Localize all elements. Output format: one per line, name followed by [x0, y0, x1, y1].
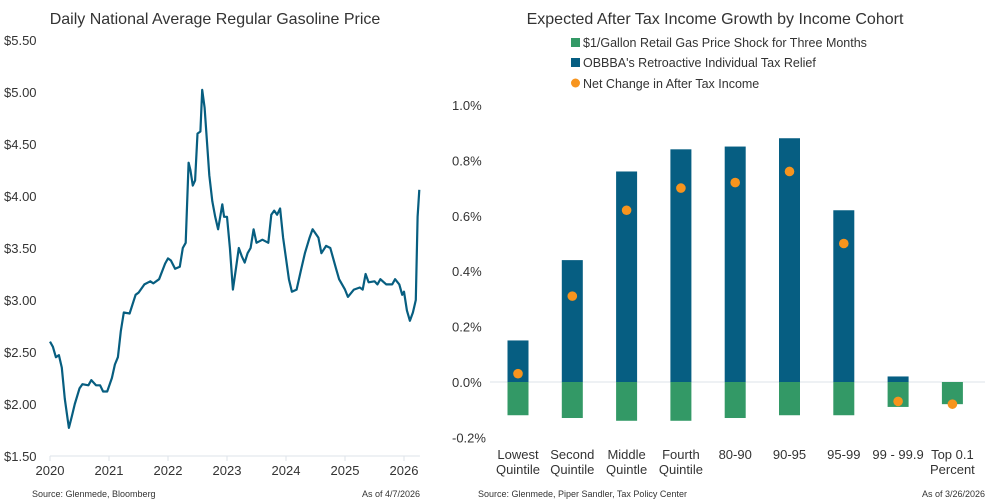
tax-relief-bar	[779, 138, 800, 382]
y-tick-label: $1.50	[4, 449, 37, 464]
gas-shock-bar	[833, 382, 855, 416]
category-label: Quintile	[496, 462, 540, 477]
category-label: Quintle	[606, 462, 647, 477]
y-tick-label: $5.00	[4, 85, 37, 100]
gas-shock-bar	[507, 382, 529, 416]
y-tick-label: $3.00	[4, 293, 37, 308]
gas-shock-bar	[779, 382, 800, 416]
category-label: Second	[550, 447, 594, 462]
net-change-dot	[567, 291, 578, 301]
gas-shock-bar	[724, 382, 746, 419]
left-chart-title: Daily National Average Regular Gasoline …	[50, 11, 381, 28]
y-tick-label: 0.6%	[452, 209, 482, 224]
tax-relief-bar	[833, 210, 855, 382]
x-tick-label: 2026	[390, 463, 419, 478]
legend: $1/Gallon Retail Gas Price Shock for Thr…	[571, 36, 867, 91]
category-label: Middle	[607, 447, 645, 462]
y-tick-label: $4.00	[4, 189, 37, 204]
y-tick-label: $4.50	[4, 137, 37, 152]
net-change-dot	[730, 177, 740, 188]
tax-relief-bar	[507, 340, 529, 382]
legend-label-gas-shock: $1/Gallon Retail Gas Price Shock for Thr…	[583, 36, 867, 50]
net-change-dot	[513, 368, 523, 379]
x-tick-label: 2021	[95, 463, 124, 478]
right-source: Source: Glenmede, Piper Sandler, Tax Pol…	[478, 489, 687, 499]
tax-relief-bar	[616, 171, 638, 382]
category-label: Quintile	[659, 462, 703, 477]
category-label: 90-95	[773, 447, 806, 462]
tax-relief-bar	[670, 149, 692, 382]
gas-price-line	[49, 88, 421, 429]
category-label: Lowest	[497, 447, 539, 462]
net-change-dot	[784, 166, 795, 177]
left-source: Source: Glenmede, Bloomberg	[32, 489, 156, 499]
y-tick-label: 0.8%	[452, 153, 482, 168]
net-change-dot	[676, 183, 686, 193]
tax-relief-bar	[561, 260, 583, 382]
x-tick-label: 2025	[331, 463, 360, 478]
gas-shock-bar	[561, 382, 583, 419]
tax-relief-bar	[887, 376, 909, 382]
y-tick-label: 0.2%	[452, 320, 482, 335]
gas-shock-bar	[670, 382, 692, 421]
net-change-dot	[621, 205, 632, 216]
tax-relief-bar	[724, 146, 746, 382]
x-tick-label: 2023	[213, 463, 242, 478]
x-tick-label: 2024	[272, 463, 301, 478]
legend-swatch-net-change	[571, 78, 580, 88]
category-label: 80-90	[719, 447, 752, 462]
legend-label-net-change: Net Change in After Tax Income	[583, 77, 759, 91]
right-asof: As of 3/26/2026	[922, 489, 985, 499]
category-label: 99 - 99.9	[872, 447, 923, 462]
legend-swatch-tax-relief	[571, 58, 580, 67]
y-tick-label: $2.50	[4, 345, 37, 360]
category-label: Percent	[930, 462, 975, 477]
category-label: Fourth	[662, 447, 700, 462]
gas-shock-bar	[887, 382, 909, 407]
gas-shock-bar	[616, 382, 638, 421]
x-tick-label: 2020	[36, 463, 65, 478]
legend-swatch-gas-shock	[571, 38, 580, 47]
left-asof: As of 4/7/2026	[362, 489, 420, 499]
net-change-dot	[893, 396, 903, 407]
y-tick-label: $3.50	[4, 241, 37, 256]
y-tick-label: 0.0%	[452, 375, 482, 390]
y-tick-label: 0.4%	[452, 264, 482, 279]
category-label: Top 0.1	[931, 447, 974, 462]
net-change-dot	[839, 238, 849, 249]
y-tick-label: $2.00	[4, 397, 37, 412]
y-tick-label: $5.50	[4, 33, 37, 48]
right-chart-title: Expected After Tax Income Growth by Inco…	[527, 11, 904, 28]
y-tick-label: 1.0%	[452, 98, 482, 113]
x-tick-label: 2022	[154, 463, 183, 478]
category-label: 95-99	[827, 447, 860, 462]
net-change-dot	[947, 399, 958, 409]
category-label: Quintile	[550, 462, 594, 477]
legend-label-tax-relief: OBBBA's Retroactive Individual Tax Relie…	[583, 56, 816, 70]
y-tick-label: -0.2%	[452, 430, 486, 445]
gas-shock-bar	[941, 382, 963, 405]
